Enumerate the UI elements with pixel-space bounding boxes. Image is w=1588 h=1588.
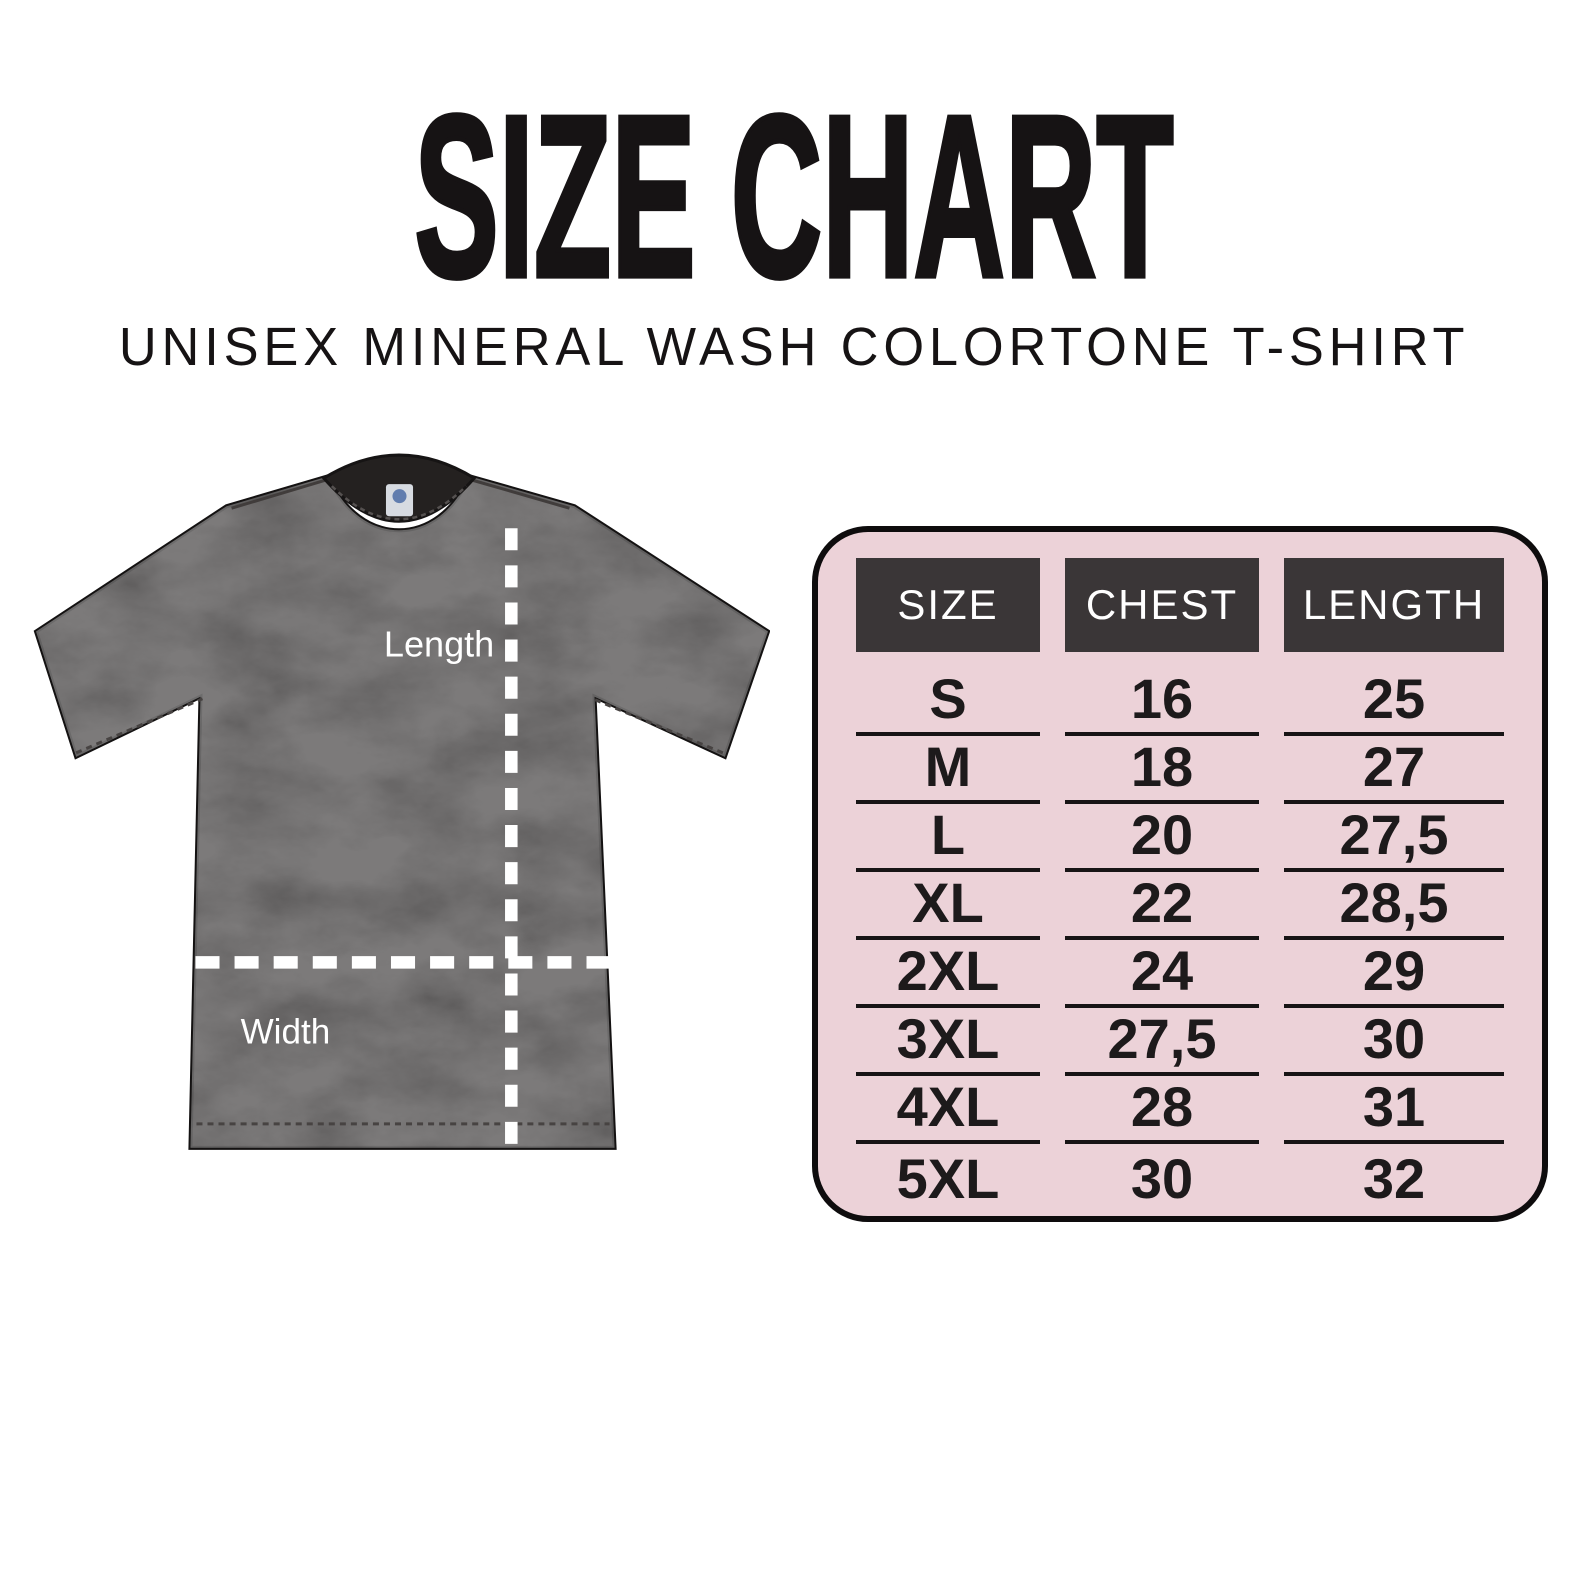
cell-chest: 22 xyxy=(1065,872,1259,940)
cell-chest: 20 xyxy=(1065,804,1259,872)
brand-tag-logo xyxy=(392,489,407,504)
cell-chest: 28 xyxy=(1065,1076,1259,1144)
cell-size: 4XL xyxy=(856,1076,1040,1144)
tshirt-diagram: Length Width xyxy=(33,453,770,1150)
column-header-chest: CHEST xyxy=(1065,558,1259,652)
shoulder-seam-right xyxy=(471,478,570,510)
cell-size: 2XL xyxy=(856,940,1040,1008)
column-header-size: SIZE xyxy=(856,558,1040,652)
length-measure-label: Length xyxy=(384,624,494,665)
cell-chest: 18 xyxy=(1065,736,1259,804)
page-subtitle: UNISEX MINERAL WASH COLORTONE T-SHIRT xyxy=(118,317,1470,377)
cell-size: M xyxy=(856,736,1040,804)
cell-length: 32 xyxy=(1362,1147,1426,1210)
column-header-length: LENGTH xyxy=(1284,558,1504,652)
cell-length: 27 xyxy=(1284,736,1504,804)
cell-size: XL xyxy=(856,872,1040,940)
shirt-texture xyxy=(36,476,768,1148)
cell-size: 3XL xyxy=(856,1008,1040,1076)
page-title: SIZE CHART xyxy=(413,68,1175,326)
subtitle-block: UNISEX MINERAL WASH COLORTONE T-SHIRT xyxy=(0,317,1588,377)
size-table: SIZE CHEST LENGTH S 16 25 M 18 27 L 20 2… xyxy=(818,558,1542,1212)
shoulder-seam-left xyxy=(231,478,327,510)
cell-chest: 16 xyxy=(1065,668,1259,736)
title-block: SIZE CHART xyxy=(0,79,1588,315)
cell-length: 27,5 xyxy=(1284,804,1504,872)
width-measure-label: Width xyxy=(241,1013,331,1052)
cell-length: 31 xyxy=(1284,1076,1504,1144)
size-table-card: SIZE CHEST LENGTH S 16 25 M 18 27 L 20 2… xyxy=(812,526,1548,1222)
cell-chest: 30 xyxy=(1130,1147,1194,1210)
cell-size: L xyxy=(856,804,1040,872)
cell-length: 28,5 xyxy=(1284,872,1504,940)
cell-length: 29 xyxy=(1284,940,1504,1008)
cell-chest: 24 xyxy=(1065,940,1259,1008)
cell-size: 5XL xyxy=(896,1147,1000,1210)
cell-length: 25 xyxy=(1284,668,1504,736)
cell-chest: 27,5 xyxy=(1065,1008,1259,1076)
collar-stitch xyxy=(330,485,468,521)
cell-size: S xyxy=(856,668,1040,736)
cell-length: 30 xyxy=(1284,1008,1504,1076)
sleeve-hem-stitch-left xyxy=(75,697,204,755)
sleeve-hem-stitch-right xyxy=(591,697,724,755)
